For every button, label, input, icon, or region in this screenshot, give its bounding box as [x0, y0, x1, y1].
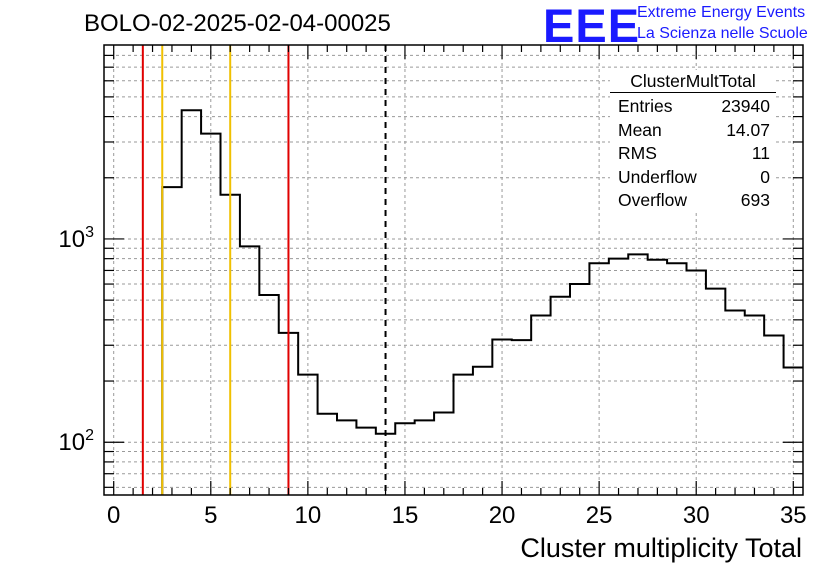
stats-label: Mean — [618, 119, 662, 140]
stats-row-rms: RMS 11 — [610, 142, 776, 166]
histogram-outline — [161, 109, 803, 495]
x-tick-label: 0 — [107, 502, 120, 529]
y-tick-label: 102 — [58, 427, 94, 456]
stats-row-overflow: Overflow 693 — [610, 189, 776, 213]
stats-label: Entries — [618, 96, 673, 116]
stats-value: 14.07 — [726, 119, 770, 140]
logo-subtitle-line-2: La Scienza nelle Scuole — [637, 25, 808, 42]
eee-logo: EEE — [543, 0, 641, 52]
stats-row-entries: Entries 23940 — [610, 95, 776, 119]
stats-value: 0 — [760, 166, 770, 187]
stats-value: 23940 — [721, 96, 770, 116]
stats-label: Underflow — [618, 166, 697, 187]
stats-box: ClusterMultTotal Entries 23940 Mean 14.0… — [610, 70, 776, 213]
stats-label: RMS — [618, 143, 657, 163]
x-tick-label: 25 — [586, 502, 613, 529]
x-tick-label: 20 — [489, 502, 516, 529]
x-tick-label: 15 — [392, 502, 419, 529]
x-tick-label: 35 — [780, 502, 807, 529]
stats-row-mean: Mean 14.07 — [610, 119, 776, 143]
stats-value: 693 — [740, 190, 770, 210]
stats-value: 11 — [751, 143, 770, 163]
y-tick-label: 103 — [58, 224, 94, 253]
logo-subtitle-line-1: Extreme Energy Events — [637, 4, 806, 21]
x-tick-label: 10 — [295, 502, 322, 529]
stats-title: ClusterMultTotal — [610, 70, 776, 93]
chart-title: BOLO-02-2025-02-04-00025 — [84, 10, 391, 37]
x-tick-label: 30 — [683, 502, 710, 529]
stats-label: Overflow — [618, 190, 688, 210]
x-tick-label: 5 — [204, 502, 217, 529]
stats-row-underflow: Underflow 0 — [610, 166, 776, 190]
x-axis-label: Cluster multiplicity Total — [520, 533, 802, 563]
